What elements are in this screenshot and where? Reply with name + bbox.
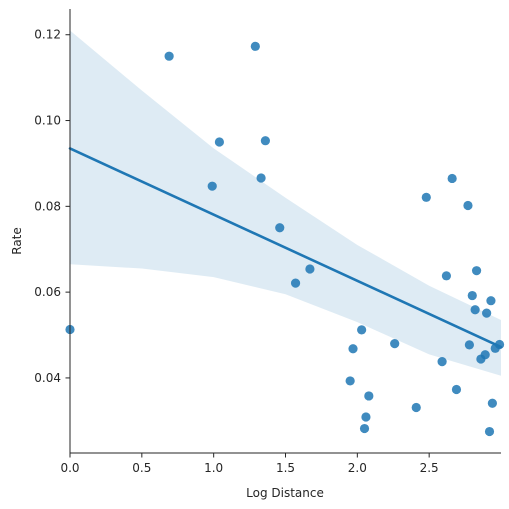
data-point	[275, 223, 285, 233]
data-point	[250, 41, 260, 51]
x-tick-label: 0.5	[132, 461, 151, 475]
x-tick-label: 1.0	[204, 461, 223, 475]
x-tick-label: 1.5	[276, 461, 295, 475]
y-tick-label: 0.06	[34, 285, 61, 299]
data-point	[305, 264, 315, 274]
data-point	[357, 325, 367, 335]
data-point	[359, 423, 370, 434]
data-point	[463, 200, 473, 211]
y-tick-label: 0.04	[34, 371, 61, 385]
data-point	[487, 398, 497, 408]
x-tick-label: 2.5	[420, 461, 439, 475]
data-point	[447, 173, 457, 184]
data-point	[471, 266, 482, 276]
data-point	[364, 391, 374, 401]
data-point	[390, 339, 400, 349]
confidence-band	[70, 30, 501, 376]
data-point	[464, 340, 474, 350]
data-point	[421, 192, 431, 202]
x-tick-label: 0.0	[60, 461, 79, 475]
ticks: 0.0 0.5 1.0 1.5 2.0 2.5 0.04 0.06 0.08 0.10 0.12	[34, 28, 438, 475]
data-point	[348, 344, 358, 354]
data-point	[484, 426, 495, 437]
data-point	[441, 271, 452, 281]
data-point	[480, 350, 490, 360]
data-point	[361, 412, 371, 422]
data-point	[214, 137, 225, 147]
regression-line	[68, 147, 503, 349]
data-point	[290, 278, 301, 288]
x-tick-label: 2.0	[348, 461, 367, 475]
data-point	[207, 181, 217, 191]
data-point	[470, 305, 480, 315]
data-point	[486, 296, 496, 306]
data-point	[260, 136, 270, 146]
plot-area	[65, 30, 505, 437]
data-point	[437, 357, 447, 367]
x-axis-label: Log Distance	[246, 486, 324, 500]
y-axis-label: Rate	[10, 227, 24, 255]
data-point	[451, 384, 462, 395]
data-point	[467, 290, 477, 301]
data-point	[345, 376, 355, 386]
y-tick-label: 0.10	[34, 114, 61, 128]
data-point	[411, 402, 421, 413]
y-tick-label: 0.08	[34, 199, 61, 213]
data-point	[482, 308, 492, 318]
data-point	[256, 173, 266, 183]
y-tick-label: 0.12	[34, 28, 61, 42]
data-point	[164, 51, 174, 61]
